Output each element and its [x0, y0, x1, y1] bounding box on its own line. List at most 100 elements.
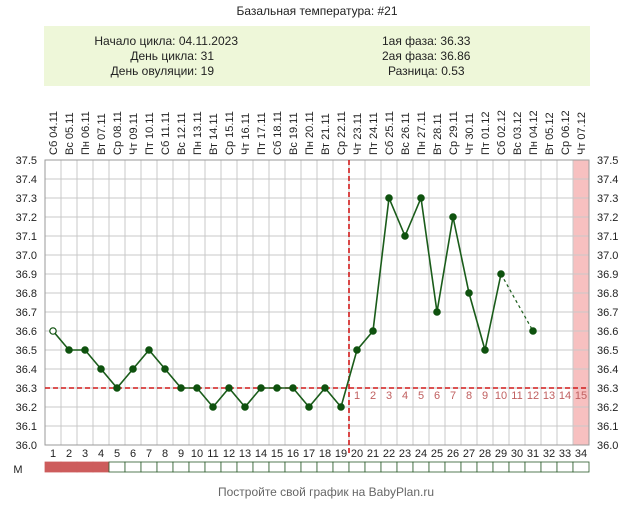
data-point-day-9 — [177, 384, 185, 392]
y-tick-label-left: 36.1 — [16, 421, 37, 433]
x-tick-label: 27 — [463, 448, 475, 460]
menstruation-cell-day-17 — [300, 461, 318, 473]
highlight-day-34 — [573, 160, 589, 445]
x-tick-label: 21 — [367, 448, 379, 460]
y-tick-label-right: 36.6 — [597, 326, 618, 338]
y-tick-label-left: 37.2 — [16, 212, 37, 224]
menstruation-cell-day-32 — [540, 461, 558, 473]
data-point-day-29 — [497, 270, 505, 278]
date-label: Ср 22.11 — [336, 111, 348, 155]
luteal-day-label: 13 — [543, 390, 555, 402]
reference-lines — [45, 160, 589, 455]
menstruation-cell-day-30 — [508, 461, 526, 473]
date-label: Пн 06.11 — [80, 111, 92, 155]
data-point-day-10 — [193, 384, 201, 392]
luteal-day-label: 1 — [354, 390, 360, 402]
date-label: Ср 29.11 — [448, 111, 460, 155]
y-tick-label-left: 37.4 — [16, 174, 37, 186]
y-tick-label-right: 37.5 — [597, 155, 618, 167]
y-tick-label-right: 36.0 — [597, 440, 618, 452]
date-label: Пн 04.12 — [528, 110, 540, 155]
x-tick-label: 30 — [511, 448, 523, 460]
date-label: Вс 26.11 — [400, 112, 412, 155]
phase1-text: 1ая фаза: 36.33 — [382, 34, 471, 48]
y-tick-label-left: 36.4 — [16, 364, 37, 376]
cycle-start-text: Начало цикла: 04.11.2023 — [94, 34, 238, 48]
date-label: Сб 04.11 — [48, 111, 60, 155]
menstruation-cell-day-23 — [396, 461, 414, 473]
y-tick-label-left: 37.1 — [16, 231, 37, 243]
y-tick-label-right: 37.3 — [597, 193, 618, 205]
y-tick-label-left: 36.5 — [16, 345, 37, 357]
data-point-day-22 — [385, 194, 393, 202]
luteal-day-label: 4 — [402, 390, 408, 402]
luteal-day-label: 9 — [482, 390, 488, 402]
date-label: Ср 06.12 — [560, 110, 572, 155]
x-tick-label: 9 — [178, 448, 184, 460]
menstruation-row-label: М — [13, 464, 22, 476]
cycle-day-text: День цикла: 31 — [130, 49, 214, 63]
grid — [44, 159, 590, 446]
menstruation-cell-day-19 — [332, 461, 350, 473]
menstruation-cell-day-24 — [412, 461, 430, 473]
y-tick-label-right: 36.3 — [597, 383, 618, 395]
date-label: Пн 20.11 — [304, 111, 316, 155]
menstruation-cell-day-20 — [348, 461, 366, 473]
y-tick-label-right: 37.1 — [597, 231, 618, 243]
footer-link[interactable]: Постройте свой график на BabyPlan.ru — [218, 485, 434, 499]
y-tick-label-left: 37.0 — [16, 250, 37, 262]
date-label: Чт 07.12 — [576, 112, 588, 155]
date-label: Сб 02.12 — [496, 110, 508, 155]
y-axis-left: 36.0 36.1 36.2 36.3 36.4 36.5 36.6 36.7 36.8 36.9… — [16, 155, 37, 452]
data-point-day-23 — [401, 232, 409, 240]
data-point-day-24 — [417, 194, 425, 202]
date-label: Ср 15.11 — [224, 111, 236, 155]
date-label: Пн 27.11 — [416, 111, 428, 155]
y-tick-label-right: 36.4 — [597, 364, 618, 376]
data-point-day-15 — [273, 384, 281, 392]
menstruation-cell-day-26 — [444, 461, 462, 473]
luteal-day-label: 7 — [450, 390, 456, 402]
data-point-day-20 — [353, 346, 361, 354]
x-tick-label: 18 — [319, 448, 331, 460]
x-tick-label: 15 — [271, 448, 283, 460]
data-point-day-1 — [49, 327, 57, 335]
y-tick-label-left: 36.7 — [16, 307, 37, 319]
date-label: Ср 08.11 — [112, 111, 124, 155]
y-tick-label-left: 37.3 — [16, 193, 37, 205]
menstruation-cell-day-21 — [364, 461, 382, 473]
x-tick-label: 17 — [303, 448, 315, 460]
date-label: Вт 14.11 — [208, 113, 220, 155]
data-point-day-6 — [129, 365, 137, 373]
date-label: Чт 09.11 — [128, 113, 140, 155]
menstruation-cell-day-15 — [268, 461, 286, 473]
luteal-day-label: 5 — [418, 390, 424, 402]
date-label: Вс 12.11 — [176, 112, 188, 155]
x-tick-label: 5 — [114, 448, 120, 460]
date-label: Пт 24.11 — [368, 112, 380, 155]
ovulation-day-text: День овуляции: 19 — [111, 64, 215, 78]
menstruation-cell-day-27 — [460, 461, 478, 473]
menstruation-cell-day-6 — [124, 461, 142, 473]
date-label: Сб 18.11 — [272, 111, 284, 155]
y-tick-label-left: 36.3 — [16, 383, 37, 395]
x-tick-label: 11 — [207, 448, 218, 460]
menstruation-cell-day-7 — [140, 461, 158, 473]
x-tick-label: 12 — [223, 448, 235, 460]
date-label: Пн 13.11 — [192, 111, 204, 155]
highlighted-day-column — [573, 160, 589, 445]
x-tick-label: 10 — [191, 448, 203, 460]
date-label: Вт 28.11 — [432, 113, 444, 155]
data-point-day-8 — [161, 365, 169, 373]
chart-title: Базальная температура: #21 — [236, 4, 397, 18]
y-tick-label-left: 36.9 — [16, 269, 37, 281]
data-point-day-25 — [433, 308, 441, 316]
y-tick-label-right: 36.2 — [597, 402, 618, 414]
data-point-day-27 — [465, 289, 473, 297]
date-label: Сб 11.11 — [160, 112, 172, 155]
temperature-series — [49, 194, 537, 411]
luteal-day-labels: 1 2 3 4 5 6 7 8 9 10 11 12 13 14 15 — [354, 390, 587, 402]
y-tick-label-right: 36.5 — [597, 345, 618, 357]
x-tick-label: 31 — [527, 448, 539, 460]
plot-border — [44, 159, 590, 446]
